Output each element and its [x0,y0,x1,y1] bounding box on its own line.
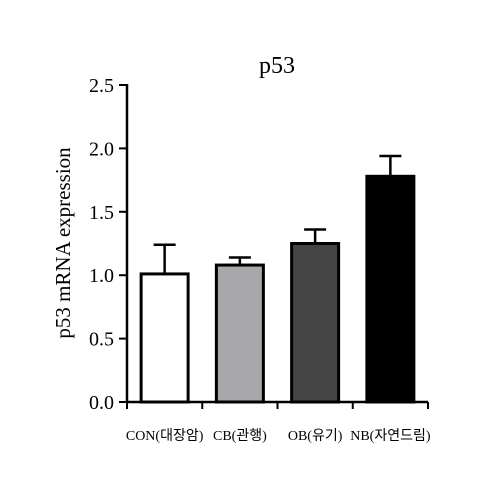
y-axis-label: p53 mRNA expression [51,147,75,339]
y-tick-label: 0.5 [89,329,114,351]
chart-title: p53 [259,53,295,79]
bar [214,263,265,404]
y-tick-label: 1.5 [89,202,114,224]
x-ticks-group: CON(대장암) CB(관행) OB(유기) NB(자연드림) [126,428,431,444]
y-tick-label: 0.0 [89,392,114,414]
bars-group [139,174,416,404]
axes-group [125,84,429,409]
x-tick-label: NB(자연드림) [350,428,431,444]
y-ticks-group: 0.0 0.5 1.0 1.5 2.0 2.5 [89,75,127,414]
x-tick-label: CB(관행) [213,428,267,444]
bar [365,174,416,404]
y-tick-label: 2.5 [89,75,114,97]
bar [290,242,341,404]
x-tick-label: OB(유기) [288,428,343,444]
x-tick-label: CON(대장암) [126,428,204,444]
error-bars-group [153,154,402,274]
y-tick-label: 2.0 [89,138,114,160]
y-tick-label: 1.0 [89,265,114,287]
bar [139,272,190,404]
